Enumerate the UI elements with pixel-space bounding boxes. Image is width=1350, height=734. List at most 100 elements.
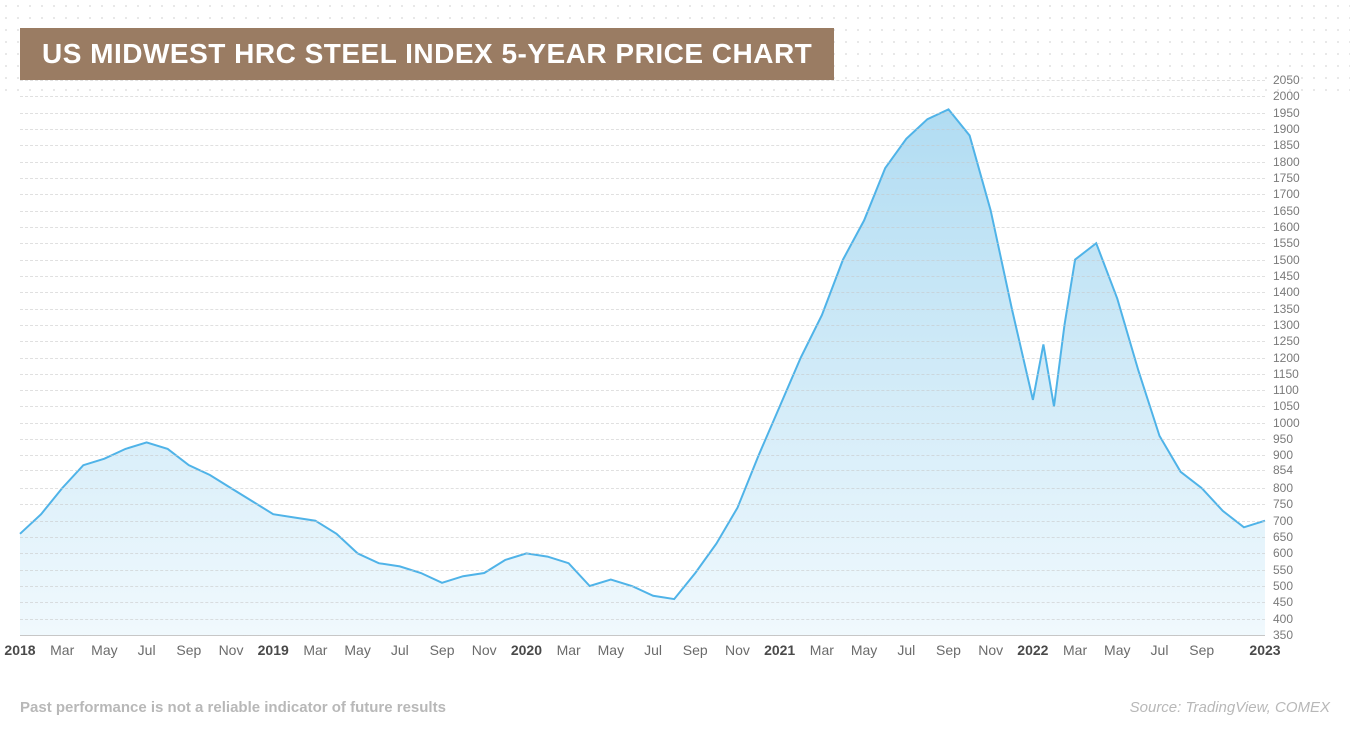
gridline [20,276,1265,277]
gridline [20,80,1265,81]
x-tick-label: Mar [810,642,834,658]
y-tick-label: 2000 [1273,89,1323,103]
y-tick-label: 1850 [1273,138,1323,152]
gridline [20,292,1265,293]
gridline [20,537,1265,538]
x-tick-label: Mar [303,642,327,658]
chart-title: US MIDWEST HRC STEEL INDEX 5-YEAR PRICE … [20,28,834,80]
x-tick-label: 2020 [511,642,542,658]
x-tick-label: Jul [138,642,156,658]
y-tick-label: 1200 [1273,351,1323,365]
x-tick-label: Sep [430,642,455,658]
y-tick-label: 1000 [1273,416,1323,430]
y-tick-label: 1550 [1273,236,1323,250]
disclaimer-text: Past performance is not a reliable indic… [20,699,446,716]
x-tick-label: Sep [1189,642,1214,658]
x-tick-label: 2021 [764,642,795,658]
chart-title-text: US MIDWEST HRC STEEL INDEX 5-YEAR PRICE … [42,38,812,69]
x-tick-label: Mar [50,642,74,658]
gridline [20,470,1265,471]
x-tick-label: Nov [219,642,244,658]
x-tick-label: May [1104,642,1130,658]
y-tick-label: 1250 [1273,334,1323,348]
y-tick-label: 1900 [1273,122,1323,136]
y-tick-label: 550 [1273,563,1323,577]
gridline [20,162,1265,163]
x-tick-label: May [598,642,624,658]
y-tick-label: 854 [1273,463,1323,477]
x-tick-label: Jul [897,642,915,658]
gridline [20,521,1265,522]
x-tick-label: 2019 [258,642,289,658]
y-tick-label: 1350 [1273,302,1323,316]
gridline [20,586,1265,587]
y-tick-label: 1500 [1273,253,1323,267]
area-fill [20,109,1265,635]
y-tick-label: 1100 [1273,383,1323,397]
chart-container: 350 400 450 500 550 600 650 700 750 800 854900 950 1… [20,80,1330,664]
y-tick-label: 1650 [1273,204,1323,218]
gridline [20,260,1265,261]
gridline [20,129,1265,130]
x-tick-label: May [91,642,117,658]
x-tick-label: Mar [557,642,581,658]
gridline [20,211,1265,212]
y-tick-label: 1600 [1273,220,1323,234]
y-tick-label: 350 [1273,628,1323,642]
x-tick-label: May [851,642,877,658]
x-tick-label: Sep [936,642,961,658]
x-tick-label: Jul [1151,642,1169,658]
gridline [20,504,1265,505]
x-tick-label: 2023 [1249,642,1280,658]
gridline [20,602,1265,603]
y-tick-label: 1150 [1273,367,1323,381]
gridline [20,423,1265,424]
gridline [20,553,1265,554]
gridline [20,619,1265,620]
gridline [20,455,1265,456]
x-axis: 2018MarMayJulSepNov2019MarMayJulSepNov20… [20,636,1265,664]
gridline [20,309,1265,310]
y-tick-label: 1050 [1273,399,1323,413]
gridline [20,390,1265,391]
gridline [20,341,1265,342]
x-tick-label: Jul [391,642,409,658]
y-tick-label: 500 [1273,579,1323,593]
chart-footer: Past performance is not a reliable indic… [20,699,1330,716]
y-tick-label: 1750 [1273,171,1323,185]
source-text: Source: TradingView, COMEX [1130,699,1330,716]
y-tick-label: 900 [1273,448,1323,462]
y-tick-label: 1800 [1273,155,1323,169]
y-tick-label: 750 [1273,497,1323,511]
y-tick-label: 600 [1273,546,1323,560]
gridline [20,358,1265,359]
x-tick-label: Sep [683,642,708,658]
x-tick-label: 2018 [4,642,35,658]
y-tick-label: 800 [1273,481,1323,495]
y-tick-label: 1300 [1273,318,1323,332]
x-tick-label: Nov [725,642,750,658]
y-tick-label: 950 [1273,432,1323,446]
gridline [20,227,1265,228]
y-tick-label: 450 [1273,595,1323,609]
y-tick-label: 1400 [1273,285,1323,299]
y-tick-label: 650 [1273,530,1323,544]
y-tick-label: 1950 [1273,106,1323,120]
gridline [20,570,1265,571]
gridline [20,325,1265,326]
x-tick-label: Nov [472,642,497,658]
gridline [20,96,1265,97]
gridline [20,145,1265,146]
gridline [20,178,1265,179]
x-tick-label: Jul [644,642,662,658]
gridline [20,194,1265,195]
gridline [20,243,1265,244]
y-tick-label: 1450 [1273,269,1323,283]
gridline [20,113,1265,114]
x-tick-label: May [344,642,370,658]
y-tick-label: 700 [1273,514,1323,528]
gridline [20,374,1265,375]
y-tick-label: 1700 [1273,187,1323,201]
y-tick-label: 400 [1273,612,1323,626]
gridline [20,439,1265,440]
